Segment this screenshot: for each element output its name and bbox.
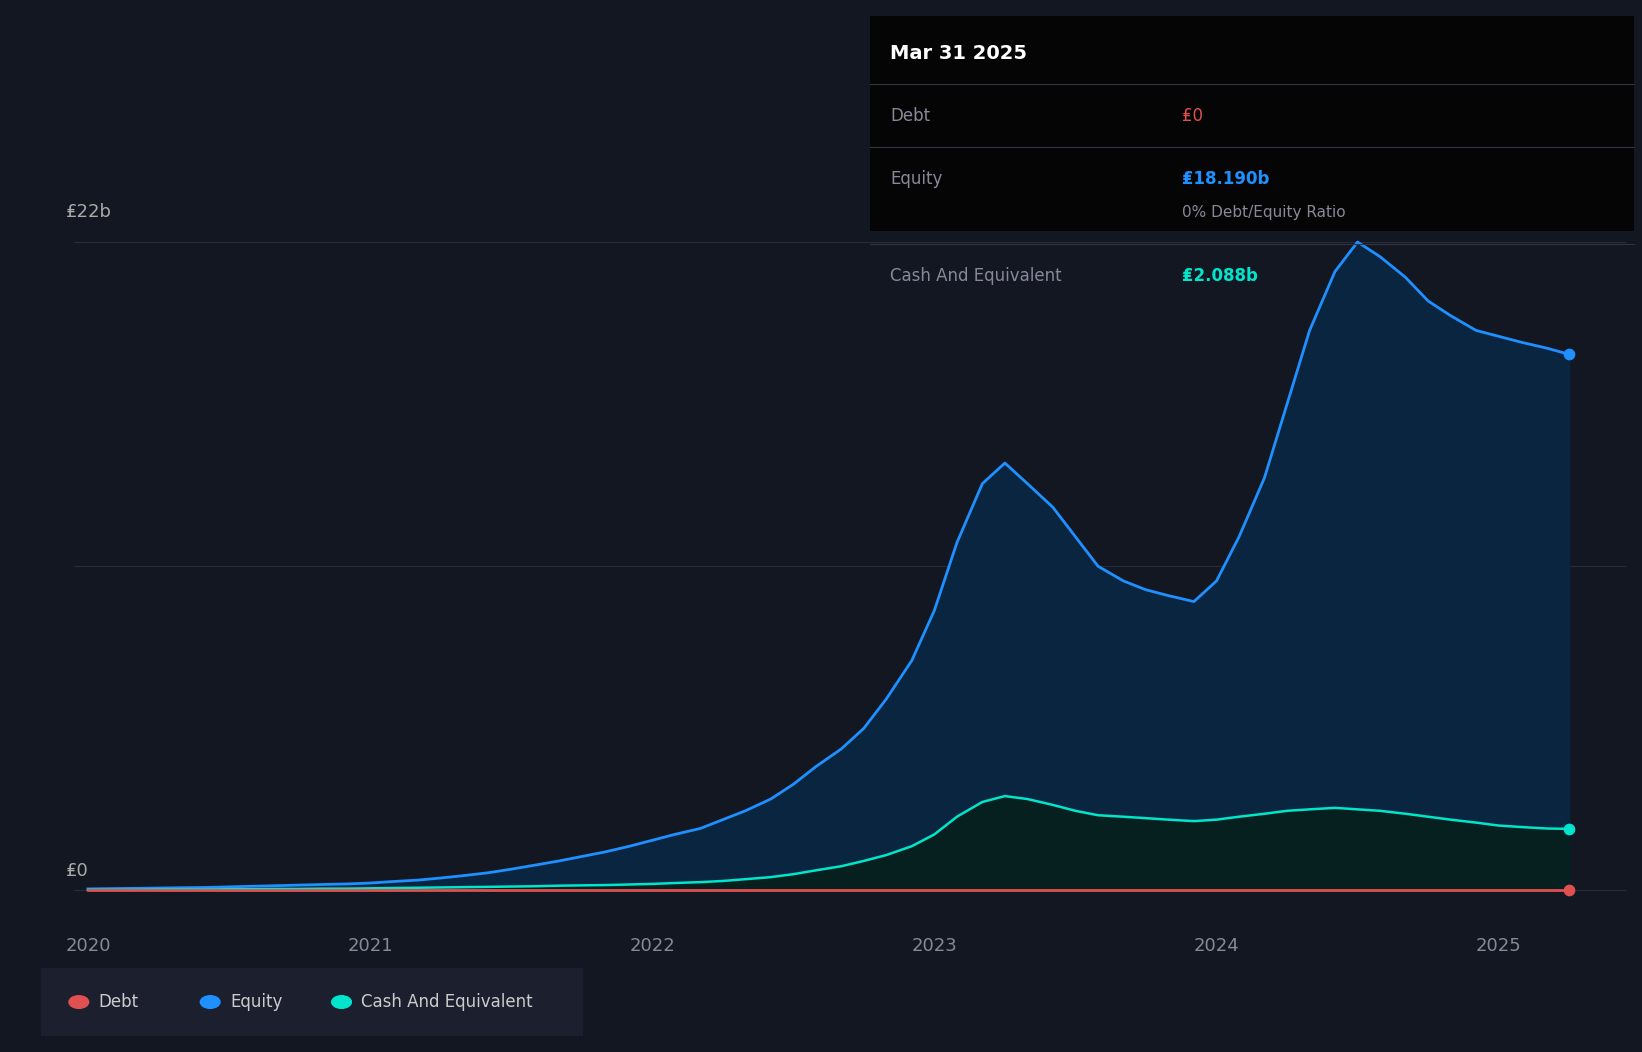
Text: ₤0: ₤0 [1182,106,1204,125]
Text: 0% Debt/Equity Ratio: 0% Debt/Equity Ratio [1182,205,1346,220]
Text: Cash And Equivalent: Cash And Equivalent [361,993,534,1011]
Text: Mar 31 2025: Mar 31 2025 [890,44,1026,63]
Point [1557,821,1583,837]
Text: Debt: Debt [99,993,138,1011]
Point [1557,882,1583,898]
Text: Equity: Equity [230,993,282,1011]
Text: ₤18.190b: ₤18.190b [1182,169,1269,188]
Text: Cash And Equivalent: Cash And Equivalent [890,266,1062,285]
Text: Equity: Equity [890,169,943,188]
Point [1557,346,1583,363]
Text: Debt: Debt [890,106,929,125]
Text: ₤2.088b: ₤2.088b [1182,266,1258,285]
Text: ₤22b: ₤22b [66,203,112,221]
Text: ₤0: ₤0 [66,862,89,879]
